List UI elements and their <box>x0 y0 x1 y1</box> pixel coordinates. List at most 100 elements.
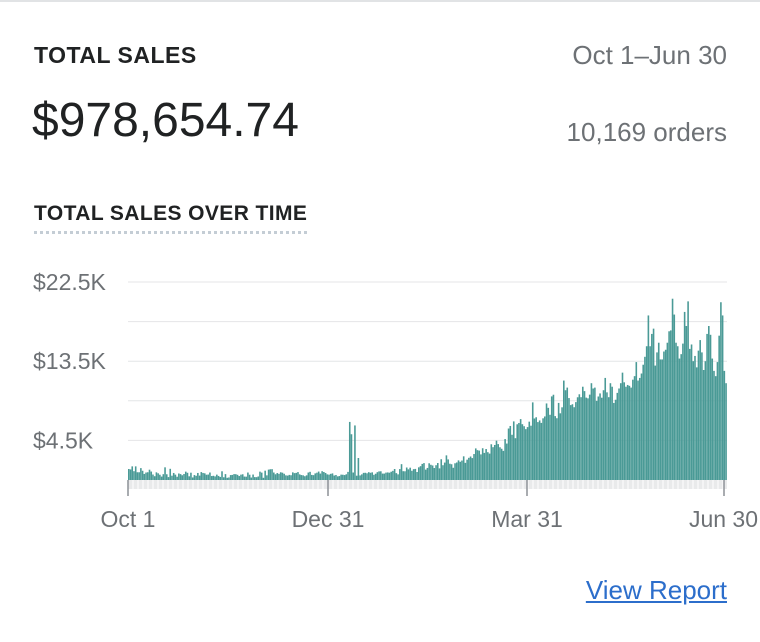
sales-bar <box>309 471 311 480</box>
sales-bar <box>291 472 294 480</box>
sales-bar <box>473 454 475 480</box>
sales-bar <box>328 474 330 480</box>
sales-bar <box>507 428 510 480</box>
sales-bar <box>374 473 377 480</box>
sales-bar <box>702 370 705 480</box>
sales-bar <box>433 468 436 480</box>
sales-bar <box>174 474 177 480</box>
x-tick-label: Oct 1 <box>101 506 156 532</box>
sales-bar <box>436 463 439 480</box>
sales-bar <box>419 466 422 480</box>
sales-bar <box>262 477 265 480</box>
sales-bar <box>345 474 348 480</box>
sales-bar <box>162 474 165 480</box>
sales-bar <box>566 387 569 480</box>
sales-bar <box>426 467 429 480</box>
sales-bar <box>336 476 339 480</box>
sales-bar <box>590 383 593 480</box>
sales-bar <box>552 394 555 480</box>
sales-bar <box>421 463 424 480</box>
sales-bar <box>530 425 532 480</box>
sales-bar <box>626 384 629 480</box>
sales-bar <box>255 477 258 480</box>
chart-heading[interactable]: TOTAL SALES OVER TIME <box>34 202 308 234</box>
sales-bar <box>221 471 223 480</box>
sales-bar <box>424 469 427 480</box>
sales-bar <box>140 468 142 480</box>
sales-bar <box>640 373 643 480</box>
sales-bar <box>133 471 135 480</box>
sales-bar <box>381 473 384 480</box>
sales-bar <box>148 469 151 480</box>
sales-bar <box>207 474 209 480</box>
sales-bar <box>378 471 380 480</box>
sales-bar <box>511 434 513 480</box>
sales-bar <box>240 474 242 480</box>
sales-bar <box>145 472 147 480</box>
sales-bar <box>564 390 567 480</box>
sales-bar <box>680 354 682 480</box>
sales-bar <box>235 474 237 480</box>
sales-bar <box>176 476 178 480</box>
view-report-link[interactable]: View Report <box>585 575 727 605</box>
sales-bar <box>607 397 610 480</box>
sales-bar <box>500 448 503 480</box>
y-tick-label: $22.5K <box>33 269 107 295</box>
sales-bar <box>340 474 342 480</box>
sales-bar <box>492 447 494 480</box>
sales-bar <box>367 472 370 480</box>
y-tick-label: $4.5K <box>33 427 94 453</box>
sales-bar <box>471 458 474 480</box>
sales-bar <box>202 472 204 480</box>
sales-bar <box>269 469 272 480</box>
sales-bar <box>599 393 601 480</box>
sales-bar <box>547 407 550 480</box>
sales-bar <box>160 476 163 480</box>
top-divider <box>0 0 760 2</box>
sales-bar <box>487 452 489 480</box>
sales-bar <box>138 472 140 480</box>
sales-bar <box>664 349 667 480</box>
sales-bar <box>452 467 455 480</box>
sales-bar <box>131 466 134 480</box>
sales-bar <box>525 429 527 480</box>
sales-bar <box>281 472 284 480</box>
sales-bar <box>635 362 638 480</box>
sales-bar <box>725 383 727 480</box>
sales-bar <box>146 472 149 480</box>
sales-bar <box>259 471 261 480</box>
sales-bar <box>597 396 600 480</box>
sales-bar <box>305 475 308 480</box>
date-range: Oct 1–Jun 30 <box>572 40 727 70</box>
sales-bar <box>361 474 363 480</box>
sales-bar <box>186 472 189 480</box>
sales-bar <box>316 472 318 480</box>
sales-bar <box>222 477 225 480</box>
sales-bar <box>383 473 386 480</box>
sales-bar <box>600 397 603 480</box>
sales-bar <box>556 418 558 480</box>
sales-bar <box>266 475 268 480</box>
sales-bar <box>542 418 544 480</box>
sales-bar <box>159 474 161 480</box>
sales-bar <box>366 473 368 480</box>
sales-bar <box>128 469 130 480</box>
sales-bar <box>333 475 336 480</box>
sales-bar <box>442 465 444 480</box>
chart-bars <box>128 298 727 480</box>
sales-bar <box>502 450 505 480</box>
sales-bar <box>690 344 693 480</box>
sales-bar <box>205 474 208 480</box>
sales-bar <box>457 460 460 480</box>
sales-bar <box>331 473 334 480</box>
sales-bar <box>461 460 463 480</box>
total-sales-title: TOTAL SALES <box>34 42 197 68</box>
sales-bar <box>440 459 443 480</box>
sales-bar <box>317 471 320 480</box>
sales-bar <box>604 377 607 480</box>
sales-bar <box>164 467 166 480</box>
sales-bar <box>169 468 172 480</box>
sales-bar <box>267 469 270 480</box>
sales-bar <box>666 342 669 480</box>
sales-bar <box>673 314 676 480</box>
